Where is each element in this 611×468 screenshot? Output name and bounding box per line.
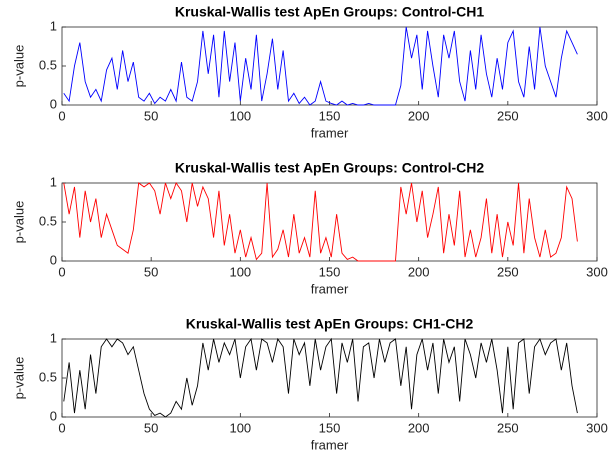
x-tick-label: 50 — [144, 108, 158, 123]
x-tick-label: 200 — [408, 264, 430, 279]
y-tick-label: 0.5 — [39, 57, 57, 72]
x-tick-label: 50 — [144, 420, 158, 435]
x-tick-label: 200 — [408, 108, 430, 123]
x-tick-label: 0 — [58, 264, 65, 279]
x-axis-label: framer — [311, 281, 349, 296]
y-tick-label: 1 — [50, 174, 57, 189]
x-tick-label: 250 — [497, 108, 519, 123]
y-tick-label: 1 — [50, 18, 57, 33]
y-tick-label: 1 — [50, 330, 57, 345]
x-tick-label: 100 — [229, 420, 251, 435]
chart-title: Kruskal-Wallis test ApEn Groups: Control… — [175, 160, 485, 176]
x-tick-label: 100 — [229, 264, 251, 279]
x-axis-label: framer — [311, 125, 349, 140]
x-tick-label: 200 — [408, 420, 430, 435]
x-tick-label: 50 — [144, 264, 158, 279]
x-tick-label: 0 — [58, 108, 65, 123]
y-tick-label: 0.5 — [39, 369, 57, 384]
data-line — [63, 182, 578, 262]
y-axis-label: p-value — [11, 201, 26, 244]
plot-area — [61, 26, 598, 106]
x-tick-label: 150 — [319, 264, 341, 279]
y-tick-label: 0.5 — [39, 213, 57, 228]
x-tick-label: 0 — [58, 420, 65, 435]
x-tick-label: 300 — [586, 264, 608, 279]
x-axis-label: framer — [311, 437, 349, 452]
y-tick-label: 0 — [50, 252, 57, 267]
y-axis-label: p-value — [11, 357, 26, 400]
y-tick-label: 0 — [50, 408, 57, 423]
data-line — [63, 26, 578, 106]
chart-title: Kruskal-Wallis test ApEn Groups: Control… — [175, 4, 485, 20]
x-tick-label: 100 — [229, 108, 251, 123]
x-tick-label: 150 — [319, 420, 341, 435]
x-tick-label: 300 — [586, 420, 608, 435]
x-tick-label: 300 — [586, 108, 608, 123]
y-tick-label: 0 — [50, 96, 57, 111]
y-axis-label: p-value — [11, 45, 26, 88]
x-tick-label: 250 — [497, 264, 519, 279]
x-tick-label: 150 — [319, 108, 341, 123]
x-tick-label: 250 — [497, 420, 519, 435]
data-line — [63, 337, 578, 418]
chart-title: Kruskal-Wallis test ApEn Groups: CH1-CH2 — [186, 316, 474, 332]
plot-area — [61, 338, 598, 418]
